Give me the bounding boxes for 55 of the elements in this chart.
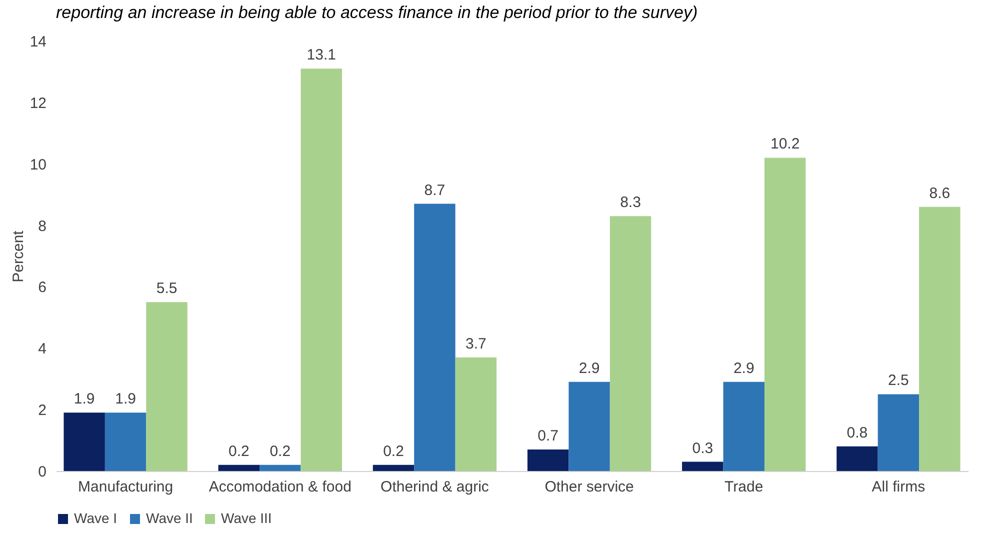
data-label: 0.8: [846, 424, 868, 442]
data-label: 2.5: [888, 372, 909, 390]
data-label: 8.6: [929, 184, 950, 202]
legend-label: Wave II: [146, 510, 193, 526]
bar: [104, 412, 146, 471]
y-tick-label: 2: [38, 402, 46, 420]
y-tick-label: 6: [38, 279, 46, 296]
y-tick-label: 14: [30, 34, 46, 50]
data-label: 3.7: [466, 335, 486, 352]
bar: [919, 206, 960, 471]
bar: [836, 446, 878, 471]
bar: [372, 464, 414, 471]
y-tick-label: 4: [38, 340, 46, 358]
bar: [878, 394, 920, 471]
data-label: 0.7: [538, 428, 558, 444]
bar: [300, 68, 342, 471]
data-label: 5.5: [156, 280, 178, 298]
data-label: 1.9: [115, 390, 136, 408]
data-label: 1.9: [74, 390, 95, 408]
bar: [64, 412, 105, 471]
data-label: 0.3: [692, 440, 714, 457]
y-tick-label: 10: [30, 156, 46, 174]
bar: [527, 450, 569, 471]
bar: [146, 302, 188, 471]
bar: [218, 464, 260, 471]
data-label: 8.7: [424, 182, 446, 199]
bar: [610, 216, 652, 471]
y-tick-label: 12: [30, 94, 46, 112]
x-tick-label: Other service: [544, 478, 634, 496]
x-tick-label: Manufacturing: [78, 478, 174, 496]
bar: [764, 158, 806, 471]
y-tick-label: 0: [38, 464, 46, 480]
y-tick-label: 8: [38, 218, 46, 235]
bar: [723, 382, 764, 471]
x-tick-label: Accomodation & food: [208, 478, 352, 496]
data-label: 13.1: [306, 46, 336, 64]
legend-label: Wave III: [221, 510, 272, 526]
data-label: 2.9: [733, 360, 754, 377]
chart-title: reporting an increase in being able to access finance in the period prior to the survey): [56, 3, 698, 22]
legend-label: Wave I: [74, 510, 118, 526]
data-label: 0.2: [228, 442, 250, 460]
bar: [568, 382, 610, 471]
bar: [455, 357, 497, 471]
data-label: 8.3: [620, 194, 641, 212]
y-axis-title: Percent: [10, 230, 27, 282]
data-label: 0.2: [383, 442, 404, 460]
bar: [260, 464, 301, 471]
x-tick-label: Trade: [724, 478, 764, 496]
bar: [414, 204, 456, 471]
x-tick-label: All firms: [872, 478, 926, 496]
data-label: 10.2: [770, 136, 800, 153]
x-tick-label: Otherind & agric: [380, 478, 490, 496]
bar: [682, 462, 724, 471]
data-label: 2.9: [578, 360, 600, 377]
data-label: 0.2: [270, 442, 291, 460]
